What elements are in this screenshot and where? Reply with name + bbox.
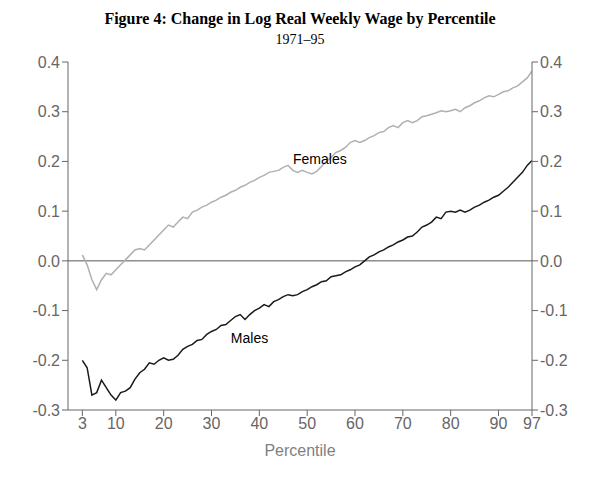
svg-text:40: 40 bbox=[250, 415, 268, 432]
svg-text:97: 97 bbox=[523, 415, 541, 432]
svg-text:90: 90 bbox=[490, 415, 508, 432]
svg-text:0.1: 0.1 bbox=[540, 203, 562, 220]
svg-text:-0.3: -0.3 bbox=[540, 402, 568, 419]
svg-text:0.1: 0.1 bbox=[38, 203, 60, 220]
svg-text:Females: Females bbox=[293, 151, 347, 167]
svg-text:0.0: 0.0 bbox=[540, 253, 562, 270]
svg-text:-0.3: -0.3 bbox=[32, 402, 60, 419]
svg-text:Percentile: Percentile bbox=[264, 442, 335, 459]
svg-text:0.2: 0.2 bbox=[540, 153, 562, 170]
svg-text:80: 80 bbox=[442, 415, 460, 432]
svg-text:0.4: 0.4 bbox=[38, 54, 60, 71]
svg-text:70: 70 bbox=[394, 415, 412, 432]
svg-text:20: 20 bbox=[155, 415, 173, 432]
svg-text:-0.1: -0.1 bbox=[32, 302, 60, 319]
svg-text:0.3: 0.3 bbox=[38, 103, 60, 120]
svg-text:0.4: 0.4 bbox=[540, 54, 562, 71]
svg-text:Males: Males bbox=[231, 330, 268, 346]
svg-text:0.3: 0.3 bbox=[540, 103, 562, 120]
svg-text:-0.1: -0.1 bbox=[540, 302, 568, 319]
html-text:1971–95: 1971–95 bbox=[275, 32, 325, 47]
svg-text:10: 10 bbox=[107, 415, 125, 432]
svg-text:-0.2: -0.2 bbox=[32, 352, 60, 369]
svg-text:-0.2: -0.2 bbox=[540, 352, 568, 369]
html-text:Figure 4: Change in Log Real W: Figure 4: Change in Log Real Weekly Wage… bbox=[104, 10, 496, 27]
svg-text:0.2: 0.2 bbox=[38, 153, 60, 170]
svg-text:30: 30 bbox=[203, 415, 221, 432]
svg-text:60: 60 bbox=[346, 415, 364, 432]
svg-text:0.0: 0.0 bbox=[38, 253, 60, 270]
svg-text:50: 50 bbox=[298, 415, 316, 432]
svg-text:3: 3 bbox=[78, 415, 87, 432]
